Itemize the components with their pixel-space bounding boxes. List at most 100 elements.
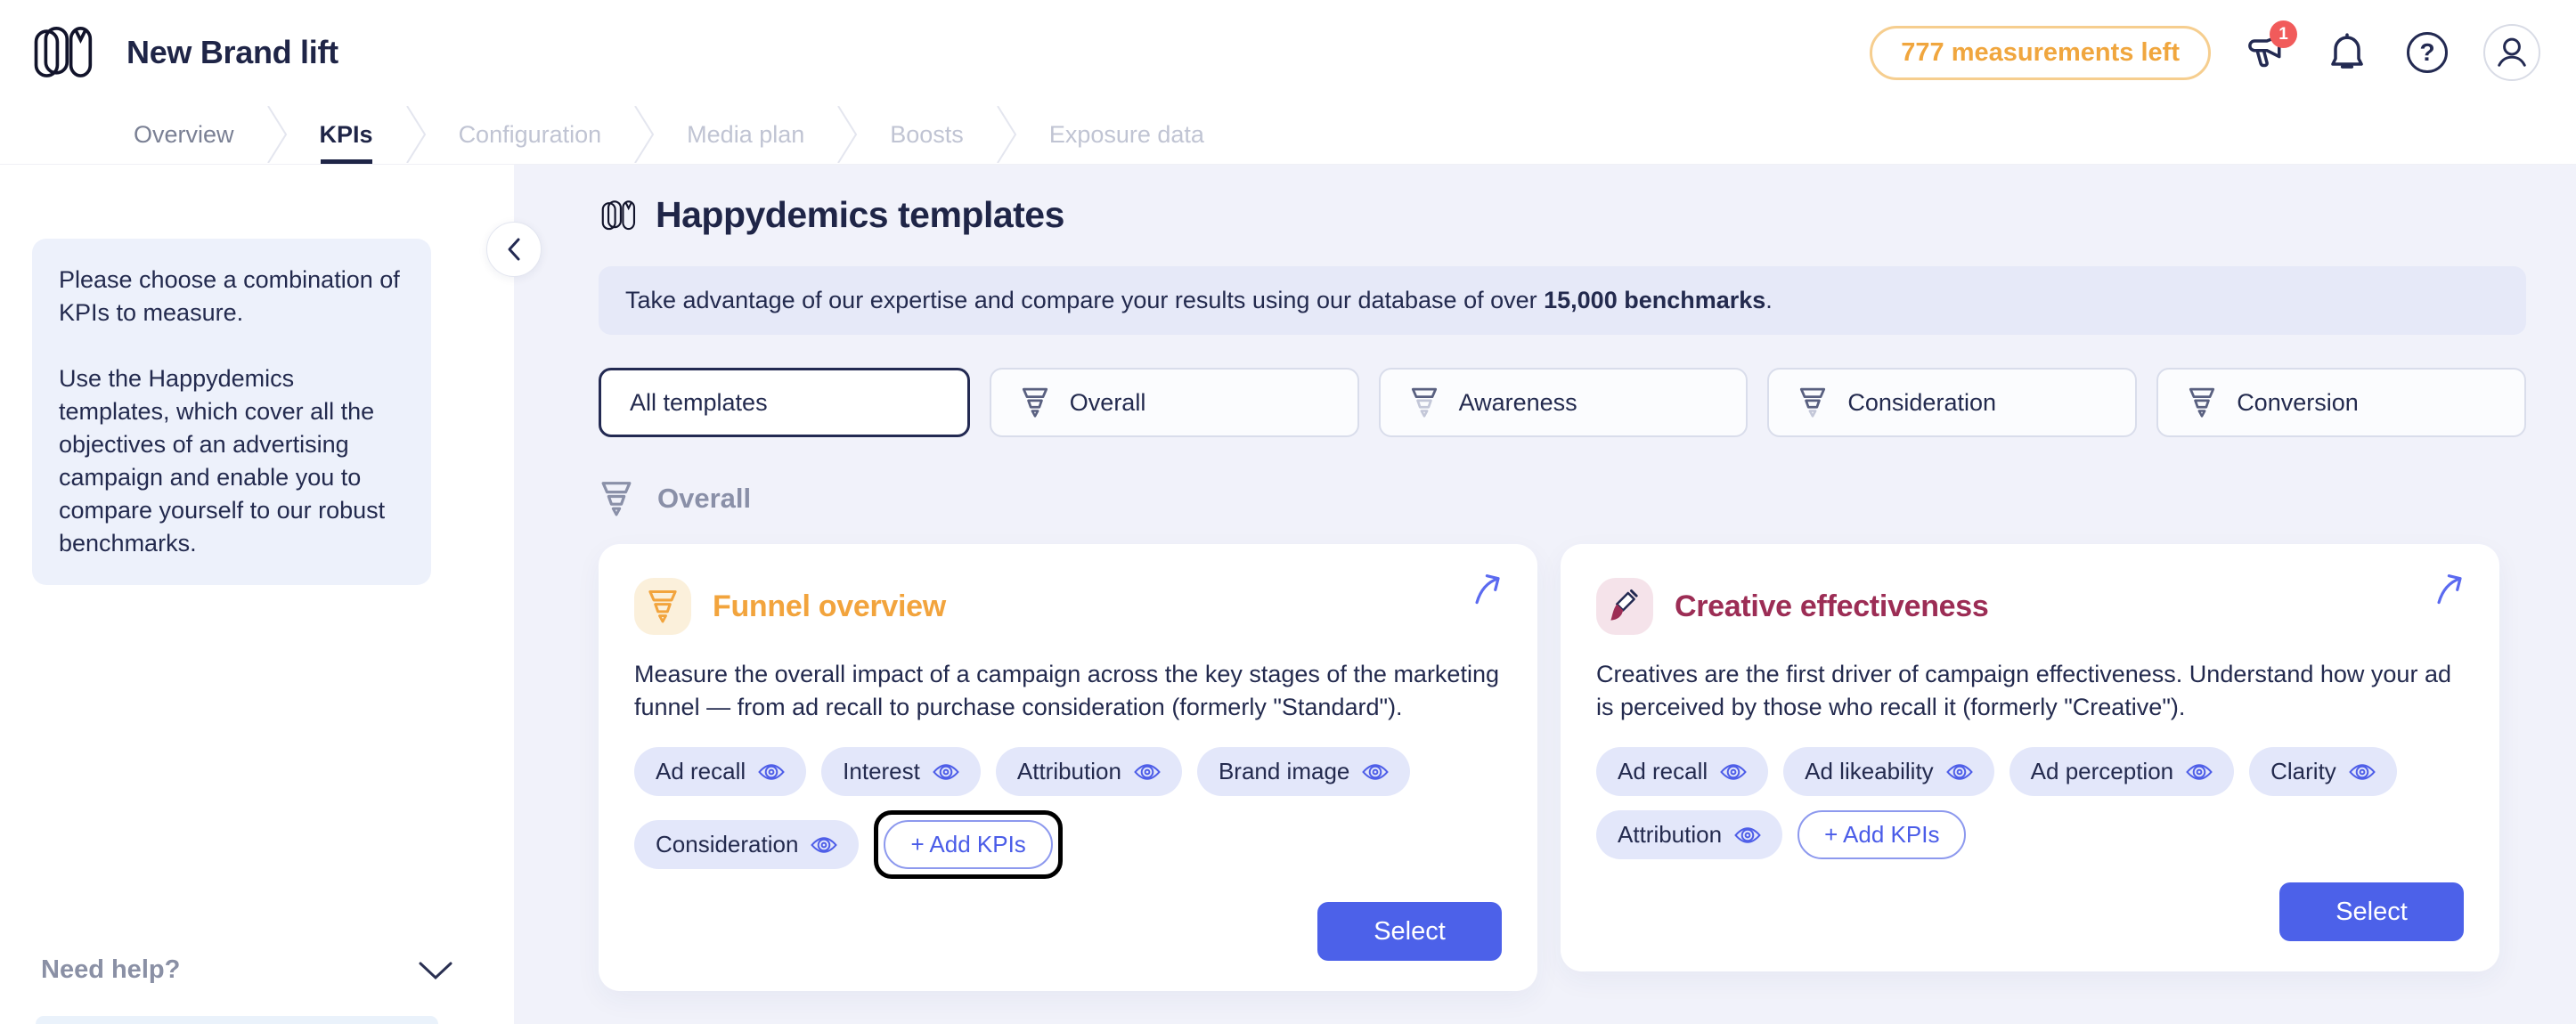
kpi-pill-attribution[interactable]: Attribution xyxy=(1596,810,1783,859)
eye-icon[interactable] xyxy=(1134,762,1161,782)
filter-consideration[interactable]: Consideration xyxy=(1767,368,2138,437)
notifications-button[interactable] xyxy=(2323,28,2371,77)
notification-count-badge: 1 xyxy=(2270,20,2297,48)
filter-label: Awareness xyxy=(1458,388,1577,416)
kpi-pill-attribution[interactable]: Attribution xyxy=(995,747,1182,796)
main-content: Happydemics templates Take advantage of … xyxy=(514,165,2576,1024)
kpi-label: Clarity xyxy=(2270,758,2336,784)
kpi-pill-list: Ad recall Ad likeability Ad perception xyxy=(1596,747,2464,859)
kpi-pill-brand-image[interactable]: Brand image xyxy=(1196,747,1411,796)
eye-icon[interactable] xyxy=(2349,762,2376,782)
kpi-label: Ad recall xyxy=(656,758,746,784)
kpi-label: Ad likeability xyxy=(1805,758,1934,784)
step-separator xyxy=(634,106,655,163)
funnel-icon xyxy=(1797,386,1828,419)
select-template-button[interactable]: Select xyxy=(1317,902,1502,961)
funnel-icon xyxy=(2187,386,2217,419)
step-separator xyxy=(996,106,1016,163)
filter-all-templates[interactable]: All templates xyxy=(599,368,970,437)
filter-awareness[interactable]: Awareness xyxy=(1378,368,1749,437)
step-media-plan[interactable]: Media plan xyxy=(687,120,805,148)
bell-icon xyxy=(2324,29,2370,76)
add-kpis-highlight-ring: + Add KPIs xyxy=(874,810,1063,879)
need-help-toggle[interactable]: Need help? xyxy=(41,955,453,985)
announcements-button[interactable]: 1 xyxy=(2243,20,2297,77)
person-icon xyxy=(2492,33,2531,72)
add-kpis-button[interactable]: + Add KPIs xyxy=(1797,810,1967,859)
help-button[interactable]: ? xyxy=(2403,28,2451,77)
eye-icon[interactable] xyxy=(1720,762,1747,782)
chevron-left-icon xyxy=(505,236,523,263)
banner-text: Take advantage of our expertise and comp… xyxy=(625,287,1545,313)
section-title: Overall xyxy=(657,483,752,514)
templates-heading: Happydemics templates xyxy=(599,194,2526,236)
step-separator xyxy=(266,106,287,163)
sidebar: Please choose a combination of KPIs to m… xyxy=(0,165,514,1024)
kpi-pill-ad-recall[interactable]: Ad recall xyxy=(1596,747,1769,796)
kpi-instructions-box: Please choose a combination of KPIs to m… xyxy=(32,239,431,585)
measurements-left-badge[interactable]: 777 measurements left xyxy=(1870,25,2211,80)
filter-label: All templates xyxy=(630,388,768,416)
megaphone-icon xyxy=(2244,29,2290,76)
template-card-funnel-overview: Funnel overview Measure the overall impa… xyxy=(599,544,1537,991)
banner-bold-text: 15,000 benchmarks xyxy=(1544,287,1766,313)
select-template-button[interactable]: Select xyxy=(2279,882,2464,941)
step-separator xyxy=(405,106,426,163)
open-template-link[interactable] xyxy=(1470,571,1507,608)
sidebar-collapse-button[interactable] xyxy=(486,222,542,277)
step-separator xyxy=(837,106,858,163)
chevron-down-icon xyxy=(418,961,453,980)
step-kpis[interactable]: KPIs xyxy=(293,105,400,164)
card-description: Creatives are the first driver of campai… xyxy=(1596,661,2451,720)
kpi-label: Interest xyxy=(843,758,920,784)
funnel-icon xyxy=(1020,386,1050,419)
step-exposure-data[interactable]: Exposure data xyxy=(1048,120,1204,148)
kpi-pill-list: Ad recall Interest Attribution Bran xyxy=(634,747,1502,879)
filter-conversion[interactable]: Conversion xyxy=(2156,368,2526,437)
card-description: Measure the overall impact of a campaign… xyxy=(634,661,1499,720)
funnel-icon xyxy=(599,480,634,517)
overall-section-heading: Overall xyxy=(599,480,2526,517)
funnel-card-icon xyxy=(634,578,691,635)
kpi-pill-interest[interactable]: Interest xyxy=(821,747,981,796)
kpi-pill-consideration[interactable]: Consideration xyxy=(634,820,860,869)
eye-icon[interactable] xyxy=(1362,762,1389,782)
kpi-label: Attribution xyxy=(1618,821,1723,848)
step-overview[interactable]: Overview xyxy=(134,120,234,148)
user-avatar[interactable] xyxy=(2483,24,2540,81)
kpi-label: Brand image xyxy=(1218,758,1350,784)
need-help-label: Need help? xyxy=(41,955,181,984)
app-header: New Brand lift 777 measurements left 1 xyxy=(0,0,2576,105)
kpi-pill-ad-perception[interactable]: Ad perception xyxy=(2009,747,2235,796)
filter-overall[interactable]: Overall xyxy=(989,368,1359,437)
page-title: New Brand lift xyxy=(126,34,338,70)
kpi-pill-ad-recall[interactable]: Ad recall xyxy=(634,747,807,796)
arrow-up-right-icon xyxy=(1470,571,1507,608)
step-configuration[interactable]: Configuration xyxy=(458,120,602,148)
instruction-paragraph: Please choose a combination of KPIs to m… xyxy=(59,266,400,326)
step-boosts[interactable]: Boosts xyxy=(890,120,964,148)
kpi-label: Ad recall xyxy=(1618,758,1708,784)
kpi-label: Consideration xyxy=(656,831,799,857)
eye-icon[interactable] xyxy=(2186,762,2213,782)
eye-icon[interactable] xyxy=(1946,762,1973,782)
kpi-pill-clarity[interactable]: Clarity xyxy=(2249,747,2397,796)
card-title: Creative effectiveness xyxy=(1675,589,1989,623)
add-kpis-button[interactable]: + Add KPIs xyxy=(884,820,1053,869)
template-card-creative-effectiveness: Creative effectiveness Creatives are the… xyxy=(1561,544,2499,971)
banner-text-suffix: . xyxy=(1765,287,1773,313)
funnel-icon xyxy=(1409,386,1439,419)
card-title: Funnel overview xyxy=(713,589,946,623)
arrow-up-right-icon xyxy=(2432,571,2469,608)
eye-icon[interactable] xyxy=(758,762,785,782)
kpi-pill-ad-likeability[interactable]: Ad likeability xyxy=(1783,747,1994,796)
happydemics-logo-icon[interactable] xyxy=(27,19,102,86)
open-template-link[interactable] xyxy=(2432,571,2469,608)
eye-icon[interactable] xyxy=(811,835,837,855)
filter-label: Conversion xyxy=(2237,388,2359,416)
eye-icon[interactable] xyxy=(1734,825,1761,845)
templates-heading-text: Happydemics templates xyxy=(656,194,1064,235)
question-mark-icon: ? xyxy=(2407,32,2448,73)
eye-icon[interactable] xyxy=(933,762,959,782)
